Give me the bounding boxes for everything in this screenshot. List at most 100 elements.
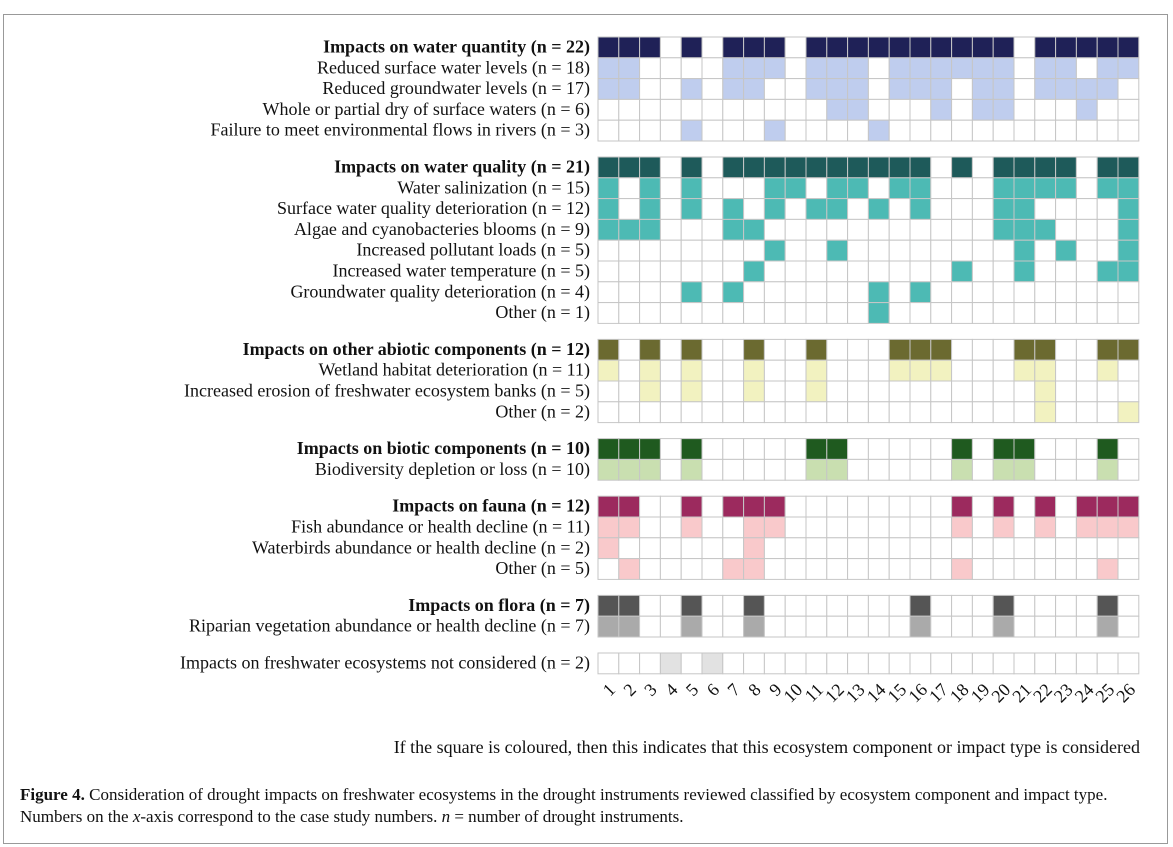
cell <box>867 537 890 560</box>
cell <box>763 239 786 262</box>
cell <box>763 302 786 324</box>
cell <box>639 119 661 142</box>
cell <box>1055 260 1077 283</box>
cell <box>930 57 953 80</box>
cell <box>1013 78 1036 100</box>
cell <box>1034 36 1057 59</box>
cell <box>680 119 703 142</box>
cell <box>784 98 807 121</box>
cell <box>951 615 973 638</box>
row-label: Waterbirds abundance or health decline (… <box>252 537 590 558</box>
cell <box>951 98 973 121</box>
cell <box>1013 558 1036 580</box>
cell <box>1117 239 1140 262</box>
cell <box>1117 516 1140 539</box>
figure-frame <box>3 14 1168 844</box>
caption-label: Figure 4. <box>20 785 85 804</box>
cell <box>971 495 994 518</box>
cell <box>722 458 745 481</box>
cell <box>888 537 911 560</box>
cell <box>1013 177 1036 200</box>
cell <box>971 260 994 283</box>
cell <box>722 338 745 361</box>
cell <box>847 359 869 382</box>
cell <box>867 98 890 121</box>
cell <box>992 615 1015 638</box>
cell <box>951 218 973 241</box>
cell <box>826 458 849 481</box>
cell <box>1075 652 1098 675</box>
cell <box>1075 594 1098 617</box>
cell <box>847 401 869 424</box>
cell <box>722 239 745 262</box>
group-label: Impacts on water quality (n = 21) <box>334 157 590 178</box>
cell <box>680 260 703 283</box>
cell <box>618 239 641 262</box>
cell <box>701 615 724 638</box>
cell <box>722 359 745 382</box>
cell <box>659 281 682 304</box>
cell <box>930 615 953 638</box>
cell <box>992 98 1015 121</box>
cell <box>659 260 682 283</box>
cell <box>805 260 828 283</box>
cell <box>992 537 1015 560</box>
chart: If the square is coloured, then this ind… <box>180 36 1140 757</box>
cell <box>805 338 828 361</box>
group-label: Impacts on biotic components (n = 10) <box>297 438 590 459</box>
row-label: Algae and cyanobacteries blooms (n = 9) <box>294 219 590 240</box>
cell <box>930 239 953 262</box>
cell <box>659 652 682 675</box>
cell <box>971 57 994 80</box>
row-label: Riparian vegetation abundance or health … <box>189 616 590 637</box>
cell <box>722 380 745 403</box>
cell <box>867 198 890 220</box>
cell <box>701 57 724 80</box>
cell <box>701 302 724 324</box>
cell <box>1117 380 1140 403</box>
cell <box>784 156 807 179</box>
cell <box>659 495 682 518</box>
cell <box>722 558 745 580</box>
group-label: Impacts on fauna (n = 12) <box>392 496 590 517</box>
cell <box>1096 516 1119 539</box>
cell <box>618 260 641 283</box>
cell <box>659 239 682 262</box>
cell <box>1075 98 1098 121</box>
cell <box>888 239 911 262</box>
cell <box>909 458 932 481</box>
cell <box>784 260 807 283</box>
cell <box>680 177 703 200</box>
cell <box>722 652 745 675</box>
cell <box>992 239 1015 262</box>
cell <box>930 260 953 283</box>
cell <box>1034 495 1057 518</box>
cell <box>1055 359 1077 382</box>
cell <box>1055 78 1077 100</box>
row-label: Water salinization (n = 15) <box>397 177 590 198</box>
x-tick-label: 6 <box>703 679 724 700</box>
cell <box>888 281 911 304</box>
cell <box>867 57 890 80</box>
cell <box>618 218 641 241</box>
row-label: Whole or partial dry of surface waters (… <box>262 99 590 120</box>
cell <box>1055 119 1077 142</box>
cell <box>1075 401 1098 424</box>
cell <box>701 218 724 241</box>
row-label: Reduced groundwater levels (n = 17) <box>322 78 590 99</box>
cell <box>992 260 1015 283</box>
row-label: Increased pollutant loads (n = 5) <box>356 240 590 261</box>
cell <box>951 156 973 179</box>
cell <box>618 119 641 142</box>
cell <box>1034 119 1057 142</box>
cell <box>805 302 828 324</box>
cell <box>951 36 973 59</box>
cell <box>1117 558 1140 580</box>
cell <box>639 537 661 560</box>
cell <box>1034 198 1057 220</box>
cell <box>888 260 911 283</box>
cell <box>1034 177 1057 200</box>
cell <box>1034 156 1057 179</box>
cell <box>618 57 641 80</box>
cell <box>930 36 953 59</box>
